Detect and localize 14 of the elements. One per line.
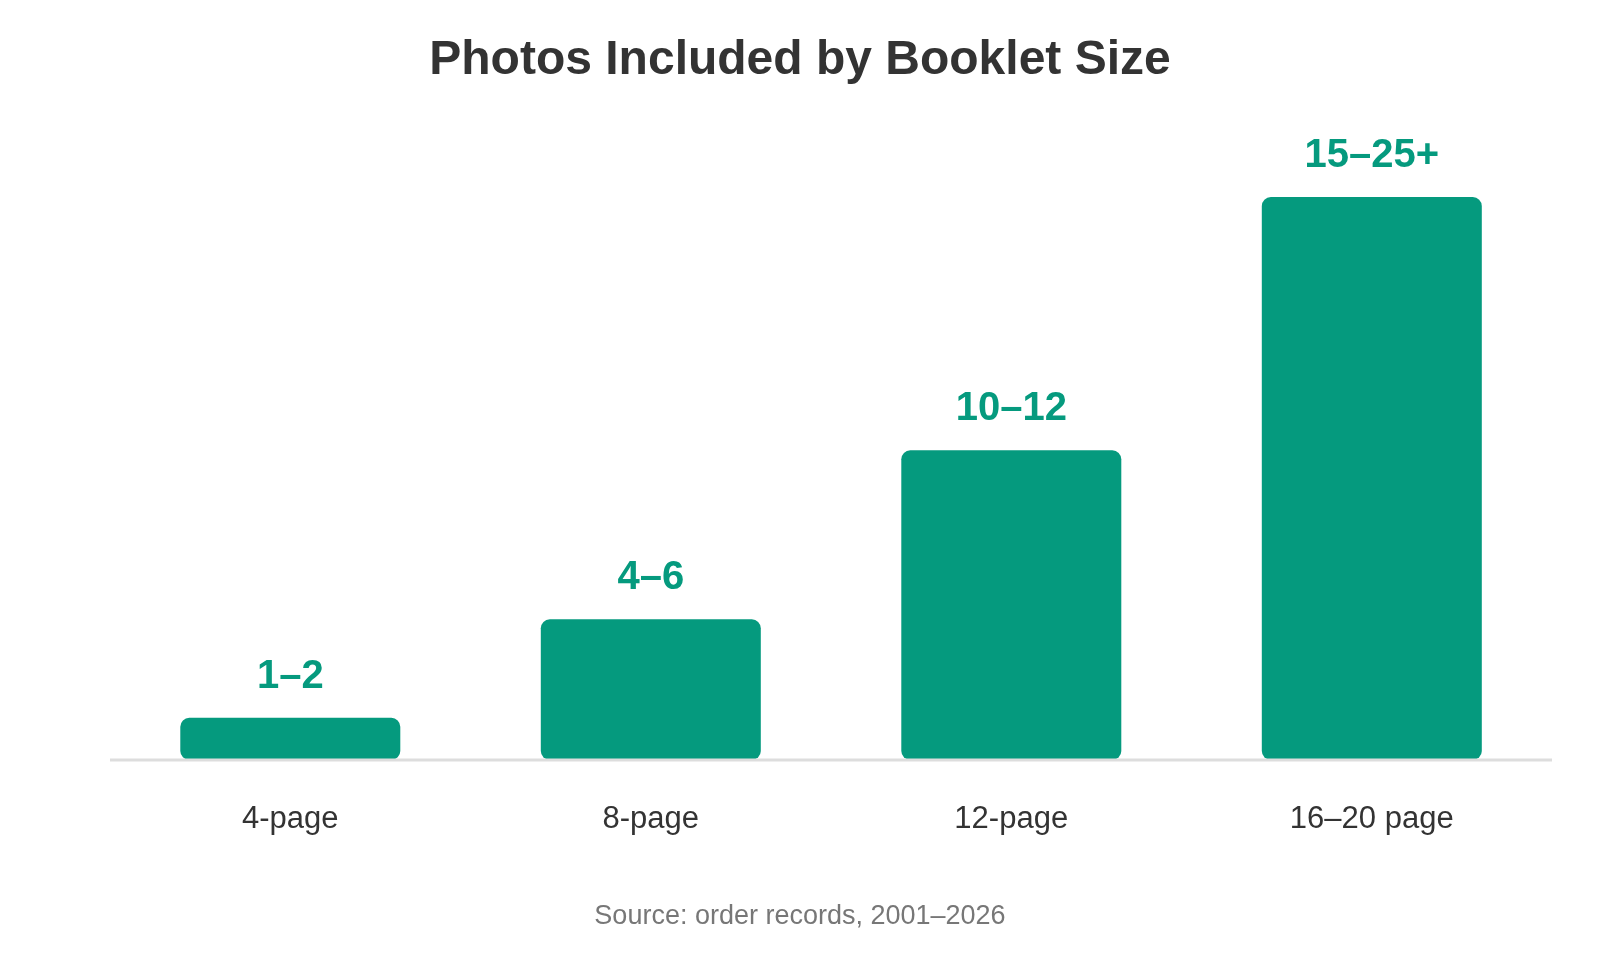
x-tick-label: 16–20 page	[1289, 800, 1454, 835]
bar	[540, 619, 761, 760]
x-tick-label: 8-page	[602, 800, 700, 835]
data-label: 15–25+	[1304, 131, 1440, 175]
data-label: 1–2	[256, 651, 324, 696]
source-note: Source: order records, 2001–2026	[593, 900, 1007, 931]
data-label: 10–12	[955, 384, 1067, 429]
x-tick-label: 12-page	[954, 800, 1069, 835]
bar	[1261, 197, 1482, 760]
data-label: 4–6	[617, 553, 685, 598]
x-tick-label: 4-page	[241, 800, 339, 835]
chart-title: Photos Included by Booklet Size	[428, 30, 1172, 85]
bar	[901, 450, 1122, 760]
bar	[180, 717, 401, 760]
